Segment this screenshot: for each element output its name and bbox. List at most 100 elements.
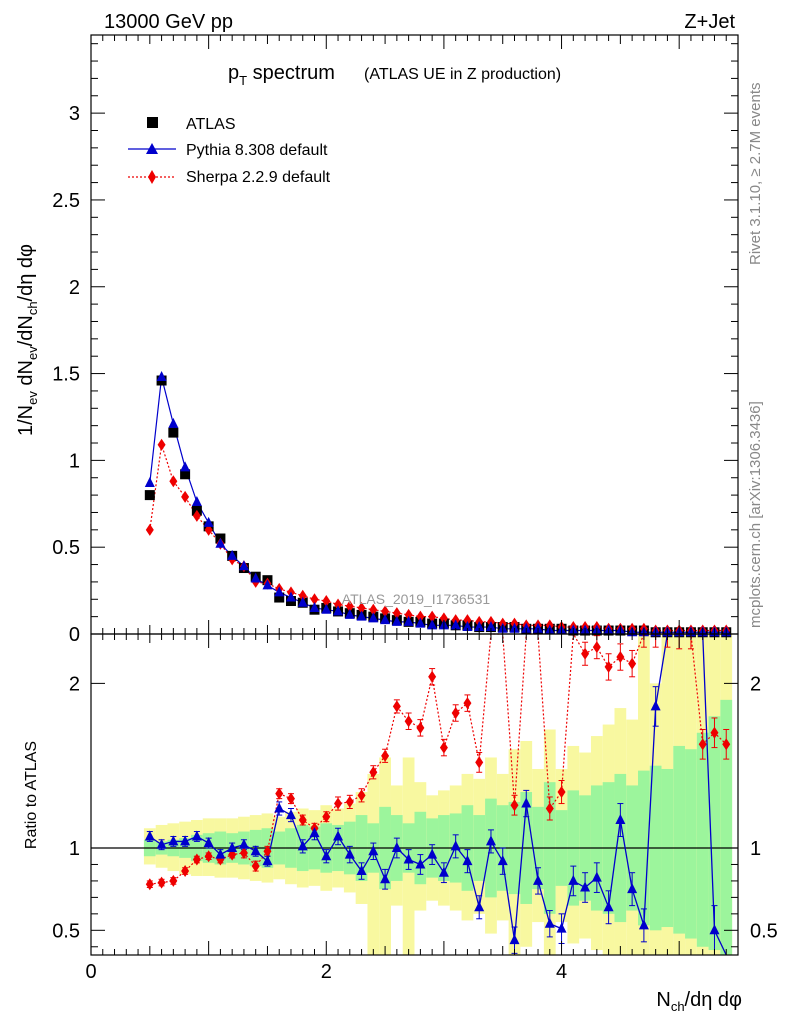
ratio-ytick-label-r-0: 0.5 — [750, 920, 778, 942]
main-ytick-label-6: 3 — [69, 103, 80, 125]
ratio-point-pythia-7 — [227, 842, 238, 852]
main-ytick-label-2: 1 — [69, 450, 80, 472]
header-right: Z+Jet — [684, 11, 735, 33]
main-point-sherpa-21 — [392, 607, 401, 620]
main-point-pythia-24 — [427, 619, 438, 630]
legend-marker-atlas — [147, 117, 158, 128]
main-title-sub: T — [239, 73, 247, 88]
ratio-point-sherpa-16 — [334, 797, 343, 810]
main-ytick-label-4: 2 — [69, 277, 80, 299]
main-point-sherpa-14 — [310, 593, 319, 606]
legend-label-atlas: ATLAS — [186, 116, 236, 133]
ratio-ytick-label-r-2: 2 — [750, 673, 761, 695]
ratio-ytick-label-l-2: 2 — [69, 673, 80, 695]
ratio-point-pythia-43 — [650, 700, 661, 711]
ratio-point-pythia-41 — [627, 883, 638, 894]
ratio-point-pythia-27 — [462, 855, 473, 866]
ratio-point-pythia-17 — [344, 848, 355, 859]
side-label-bottom: mcplots.cern.ch [arXiv:1306.3436] — [747, 401, 764, 628]
ratio-ylabel: Ratio to ATLAS — [23, 741, 40, 849]
ratio-point-pythia-12 — [285, 809, 296, 820]
xlabel: Nch/dη dφ — [656, 989, 742, 1014]
main-point-sherpa-24 — [428, 610, 437, 623]
main-point-pythia-10 — [262, 579, 273, 590]
ratio-point-sherpa-22 — [404, 715, 413, 728]
main-point-pythia-31 — [509, 622, 520, 633]
ratio-point-pythia-31 — [509, 934, 520, 945]
ratio-point-pythia-11 — [274, 802, 285, 813]
ratio-point-pythia-20 — [380, 873, 391, 884]
xtick-label-1: 2 — [321, 961, 332, 983]
main-point-pythia-6 — [215, 537, 226, 548]
ratio-point-sherpa-1 — [157, 876, 166, 889]
main-point-sherpa-0 — [145, 523, 154, 536]
ratio-point-sherpa-18 — [357, 789, 366, 802]
ratio-point-sherpa-0 — [145, 878, 154, 891]
main-point-sherpa-23 — [416, 610, 425, 623]
ratio-point-pythia-33 — [533, 874, 544, 885]
ratio-point-sherpa-39 — [604, 660, 613, 673]
main-point-pythia-5 — [203, 516, 214, 527]
main-point-pythia-32 — [521, 622, 532, 633]
main-point-pythia-18 — [356, 610, 367, 621]
ratio-point-pythia-9 — [250, 845, 261, 856]
ratio-point-sherpa-49 — [722, 738, 731, 751]
ratio-point-sherpa-28 — [475, 756, 484, 769]
ratio-frame — [90, 633, 739, 956]
main-point-pythia-29 — [485, 621, 496, 632]
xtick-label-0: 0 — [85, 961, 96, 983]
ratio-point-sherpa-31 — [510, 799, 519, 812]
main-point-pythia-33 — [533, 622, 544, 633]
ratio-point-sherpa-41 — [628, 657, 637, 670]
main-point-sherpa-20 — [381, 605, 390, 618]
main-point-pythia-16 — [333, 605, 344, 616]
watermark: ATLAS_2019_I1736531 — [342, 591, 491, 607]
ylabel-part-4: /dN — [15, 315, 37, 346]
main-point-pythia-22 — [403, 615, 414, 626]
ratio-point-sherpa-3 — [181, 865, 190, 878]
main-point-sherpa-22 — [404, 608, 413, 621]
ratio-point-sherpa-9 — [251, 860, 260, 873]
ratio-point-sherpa-5 — [204, 850, 213, 863]
ylabel-part-3: ev — [25, 346, 40, 360]
main-point-pythia-11 — [274, 586, 285, 597]
ratio-point-sherpa-20 — [381, 749, 390, 762]
ratio-point-pythia-37 — [580, 881, 591, 892]
xlabel-part-1: ch — [671, 999, 685, 1014]
ratio-point-pythia-22 — [403, 853, 414, 864]
ratio-point-sherpa-26 — [451, 707, 460, 720]
ratio-point-pythia-15 — [321, 850, 332, 861]
main-point-pythia-9 — [250, 572, 261, 583]
ratio-point-pythia-42 — [638, 919, 649, 930]
ratio-point-sherpa-37 — [581, 647, 590, 660]
main-title-main: p — [228, 62, 239, 84]
ratio-point-sherpa-17 — [345, 795, 354, 808]
legend-marker-pythia — [146, 143, 158, 154]
ratio-point-pythia-21 — [391, 842, 402, 852]
main-title: pT spectrum — [228, 62, 335, 88]
main-point-atlas-0 — [144, 490, 155, 501]
main-point-pythia-20 — [380, 614, 391, 625]
main-point-pythia-7 — [227, 549, 238, 560]
main-title-rest: spectrum — [247, 62, 335, 84]
main-point-pythia-17 — [344, 608, 355, 619]
ratio-point-sherpa-27 — [463, 697, 472, 710]
main-point-atlas-11 — [274, 592, 285, 603]
ratio-point-pythia-14 — [309, 827, 320, 838]
main-point-sherpa-18 — [357, 601, 366, 614]
ratio-point-sherpa-13 — [298, 814, 307, 827]
main-point-sherpa-15 — [322, 595, 331, 608]
main-point-sherpa-4 — [192, 509, 201, 522]
ratio-point-pythia-48 — [709, 924, 720, 935]
legend-label-pythia: Pythia 8.308 default — [186, 142, 328, 159]
ratio-point-sherpa-19 — [369, 766, 378, 779]
ratio-point-sherpa-8 — [239, 846, 248, 859]
ylabel-part-2: dN — [15, 360, 37, 391]
ratio-point-pythia-23 — [415, 858, 426, 869]
ylabel-part-5: ch — [25, 301, 40, 315]
ratio-point-pythia-16 — [333, 830, 344, 841]
ratio-point-pythia-4 — [191, 830, 202, 841]
ratio-point-pythia-28 — [474, 901, 485, 912]
xlabel-part-0: N — [656, 989, 670, 1011]
ratio-point-pythia-13 — [297, 840, 308, 851]
